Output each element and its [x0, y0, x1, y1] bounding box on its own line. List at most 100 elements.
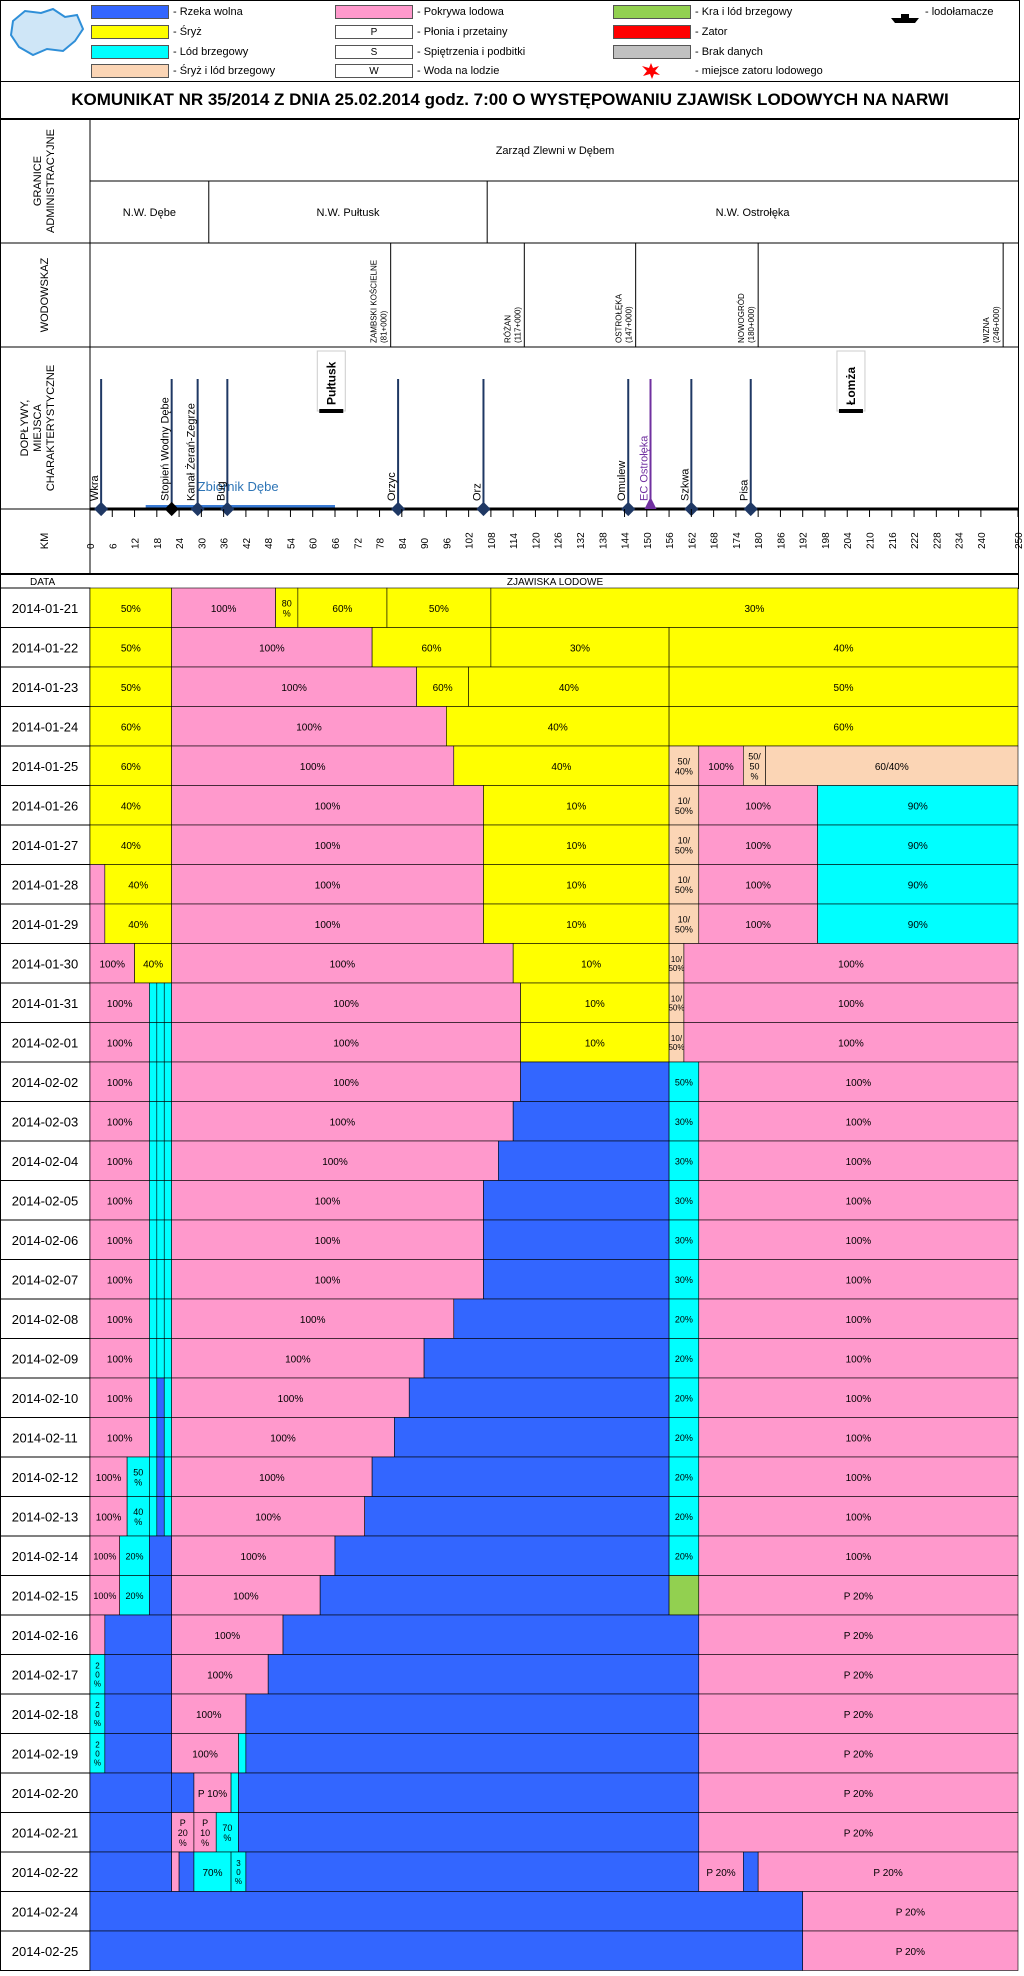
ice-segment — [171, 1614, 284, 1655]
segment-label: 100% — [846, 1394, 872, 1405]
km-tick-label: 192 — [799, 532, 810, 549]
segment-label: 100% — [259, 643, 285, 654]
tributary-label: Orz — [471, 483, 483, 501]
tributary-marker — [391, 501, 406, 517]
ice-row: 2014-02-15 100% 20% 100% P 20% — [0, 1575, 1019, 1616]
ice-segment — [163, 1496, 172, 1537]
segment-label: 20% — [675, 1393, 693, 1403]
row-date: 2014-01-25 — [12, 759, 79, 774]
ice-segment — [156, 1140, 165, 1181]
segment-label: 100% — [107, 1315, 133, 1326]
ice-segment — [163, 1259, 172, 1300]
ice-segment — [171, 1061, 521, 1102]
ice-segment — [520, 1061, 670, 1102]
row-date: 2014-01-28 — [12, 877, 79, 892]
row-date-cell — [0, 1496, 91, 1537]
ice-segment — [156, 1338, 165, 1379]
km-tick-label: 90 — [420, 537, 431, 549]
ice-segment — [89, 903, 106, 944]
date-header: DATA — [30, 577, 56, 588]
ice-segment — [171, 1693, 247, 1734]
segment-label: 40% — [128, 920, 148, 931]
ice-segment — [163, 1456, 172, 1497]
ice-segment — [698, 1061, 1019, 1102]
ice-segment — [238, 1812, 700, 1853]
ice-segment — [668, 1259, 700, 1300]
ice-segment — [89, 1022, 150, 1063]
segment-label: 100% — [322, 1157, 348, 1168]
row-date-cell — [0, 627, 91, 668]
ice-segment — [743, 1851, 759, 1892]
ice-segment — [171, 1140, 499, 1181]
ice-row: 2014-01-23 50% 100% 60% 40% 50% — [0, 666, 1019, 707]
gauge-name: ZAMBSKI KOŚCIELNE — [370, 260, 379, 343]
ice-row: 2014-01-29 40% 100% 10% 10/50% 100% 90% — [0, 903, 1019, 944]
ice-segment — [483, 1259, 670, 1300]
km-tick-label: 24 — [175, 537, 186, 549]
ice-segment — [698, 1693, 1019, 1734]
segment-label: 100% — [300, 762, 326, 773]
gauge-name: NOWOGRÓD — [737, 293, 746, 343]
ice-segment — [89, 1456, 128, 1497]
ice-segment — [498, 1140, 670, 1181]
ice-segment — [149, 1417, 158, 1458]
ice-segment — [668, 745, 700, 786]
ice-segment — [171, 824, 484, 865]
tributary-marker — [220, 501, 235, 517]
segment-label: 100% — [255, 1512, 281, 1523]
ice-segment — [698, 903, 818, 944]
km-tick-label: 54 — [286, 537, 297, 549]
row-date: 2014-02-06 — [12, 1233, 79, 1248]
km-tick-label: 204 — [843, 532, 854, 549]
legend-swatch-wolna — [91, 5, 169, 19]
row-date-cell — [0, 903, 91, 944]
ice-segment — [668, 1456, 700, 1497]
row-date-cell — [0, 1219, 91, 1260]
segment-label: 60% — [121, 722, 141, 733]
ice-segment — [512, 1101, 670, 1142]
ice-segment — [668, 1338, 700, 1379]
legend-swatch-pokrywa — [335, 5, 413, 19]
ice-segment — [156, 1180, 165, 1221]
ice-segment — [698, 745, 744, 786]
segment-label: 100% — [315, 880, 341, 891]
segment-label: 50% — [121, 604, 141, 615]
ice-segment — [156, 1417, 165, 1458]
segment-label: 70% — [202, 1868, 222, 1879]
segment-label: 30% — [675, 1275, 693, 1285]
row-date: 2014-02-03 — [12, 1114, 79, 1129]
ice-segment — [89, 587, 172, 628]
ice-segment — [817, 903, 1019, 944]
ice-segment — [802, 1930, 1019, 1971]
segment-label: P 20% — [178, 1818, 188, 1848]
gauge-km: (81+000) — [380, 310, 389, 343]
km-tick-label: 6 — [108, 543, 119, 549]
ice-segment — [89, 824, 172, 865]
ice-segment — [89, 1812, 172, 1853]
segment-label: 20% — [675, 1314, 693, 1324]
ice-segment — [104, 1654, 172, 1695]
label-km: KM — [39, 533, 51, 550]
gauge-km: (180+000) — [747, 306, 756, 343]
ice-segment — [149, 1338, 158, 1379]
ice-row: 2014-02-03 100% 100% 30% 100% — [0, 1101, 1019, 1142]
row-date-cell — [0, 943, 91, 984]
segment-label: 100% — [846, 1117, 872, 1128]
ice-segment — [149, 1496, 158, 1537]
ice-segment — [171, 1496, 365, 1537]
star-icon — [641, 63, 661, 79]
ice-segment — [238, 1772, 700, 1813]
ice-segment — [89, 1891, 804, 1932]
ice-segment — [163, 1219, 172, 1260]
segment-label: 100% — [196, 1710, 222, 1721]
row-date: 2014-02-04 — [12, 1154, 79, 1169]
ice-segment — [156, 1259, 165, 1300]
km-tick-label: 120 — [531, 532, 542, 549]
km-tick-label: 234 — [955, 532, 966, 549]
gauge-name: WIZNA — [982, 317, 991, 343]
row-date-cell — [0, 1535, 91, 1576]
tributary-label: Szkwa — [679, 468, 691, 501]
ice-row: 2014-01-25 60% 100% 40% 50/40% 100% 50/50 % 60/4… — [0, 745, 1019, 786]
segment-label: 100% — [241, 1552, 267, 1563]
segment-label: 100% — [315, 801, 341, 812]
